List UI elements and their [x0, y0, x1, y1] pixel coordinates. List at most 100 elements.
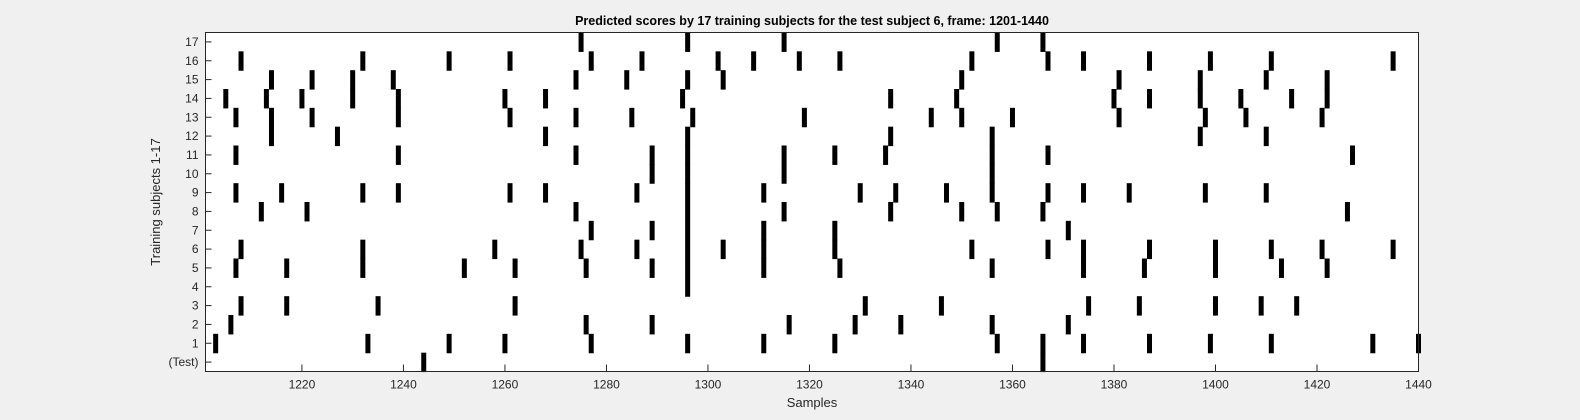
score-mark-row-12-2: [543, 126, 549, 147]
score-mark-row-11-3: [649, 145, 655, 165]
y-tick-label: 12: [185, 129, 199, 143]
score-mark-row-14-1: [263, 89, 269, 109]
x-tick-label: 1300: [695, 378, 722, 392]
score-mark-row-17-4: [1040, 32, 1046, 52]
score-mark-row-14-12: [1197, 89, 1203, 109]
y-tick-label: 5: [192, 261, 199, 275]
x-axis-label: Samples: [787, 395, 838, 410]
score-mark-row-11-10: [1350, 145, 1356, 165]
score-mark-row-6-14: [1268, 239, 1274, 260]
score-mark-row-16-9: [837, 51, 843, 71]
score-mark-row-16-7: [751, 51, 757, 71]
y-tick-label: 8: [192, 204, 199, 218]
score-mark-row-1-6: [761, 333, 767, 354]
score-mark-row-16-3: [507, 51, 513, 71]
score-mark-row-1-4: [588, 333, 594, 354]
score-mark-row-12-5: [989, 126, 995, 147]
score-mark-row-14-9: [954, 89, 960, 109]
score-mark-row-9-11: [944, 183, 949, 203]
y-tick-label: 2: [192, 317, 199, 331]
score-mark-row-15-3: [390, 70, 396, 90]
score-mark-row-5-5: [583, 258, 589, 278]
plot-border: [205, 32, 1419, 372]
score-mark-row-13-8: [801, 107, 807, 128]
score-mark-row-1-12: [1207, 333, 1213, 354]
score-mark-row-16-13: [1147, 51, 1153, 71]
y-tick-label: 1: [192, 336, 199, 350]
score-mark-row-11-8: [989, 145, 995, 165]
score-mark-row-6-12: [1147, 239, 1153, 260]
score-mark-row-2-6: [989, 315, 995, 335]
score-mark-row-16-8: [796, 51, 802, 71]
score-mark-row-15-11: [1263, 70, 1269, 90]
score-mark-row-13-1: [268, 107, 274, 128]
score-mark-row-14-3: [350, 89, 356, 109]
score-mark-row-9-6: [634, 183, 640, 203]
score-mark-row-9-9: [857, 183, 863, 203]
score-mark-row-15-1: [309, 70, 315, 90]
score-mark-row-5-10: [989, 258, 995, 278]
score-mark-row-2-2: [649, 315, 655, 335]
score-mark-row-16-10: [969, 51, 975, 71]
score-mark-row-6-11: [1081, 239, 1087, 260]
score-mark-row-2-0: [228, 315, 234, 335]
score-mark-row-2-7: [1065, 315, 1071, 335]
score-mark-row-2-3: [786, 315, 792, 335]
score-mark-row-6-15: [1319, 239, 1325, 260]
score-mark-row-13-0: [233, 107, 239, 128]
score-mark-row-11-1: [395, 145, 401, 165]
score-mark-row-9-8: [761, 183, 767, 203]
score-mark-row-14-7: [680, 89, 686, 109]
score-mark-row-17-0: [578, 32, 584, 52]
score-mark-row-6-3: [578, 239, 584, 260]
score-mark-row-7-2: [685, 220, 691, 241]
score-mark-row-3-1: [284, 296, 290, 316]
x-tick-label: 1240: [390, 378, 417, 392]
score-mark-row-15-12: [1324, 70, 1330, 90]
score-mark-row-13-9: [928, 107, 934, 128]
score-mark-row-12-3: [685, 126, 691, 147]
score-mark-row-13-15: [1319, 107, 1325, 128]
score-mark-row-1-14: [1370, 333, 1376, 354]
score-mark-row-9-3: [395, 183, 401, 203]
score-mark-row-12-7: [1263, 126, 1269, 147]
score-mark-row-14-11: [1147, 89, 1153, 109]
score-mark-row-6-7: [761, 239, 767, 260]
plot-area: [205, 32, 1419, 372]
score-mark-row-16-5: [639, 51, 645, 71]
y-tick-label: 11: [186, 148, 199, 162]
score-mark-row-15-4: [573, 70, 579, 90]
score-mark-row-3-8: [1212, 296, 1218, 316]
score-mark-row-13-7: [690, 107, 696, 128]
score-mark-row-6-8: [832, 239, 838, 260]
score-mark-row-7-4: [832, 220, 838, 241]
score-mark-row-15-9: [1116, 70, 1122, 90]
score-mark-row-9-0: [233, 183, 239, 203]
score-mark-row-9-15: [1126, 183, 1132, 203]
score-mark-row-14-14: [1289, 89, 1295, 109]
score-mark-row-6-10: [1045, 239, 1051, 260]
score-mark-row-5-13: [1212, 258, 1218, 278]
score-mark-row-11-6: [832, 145, 838, 165]
score-mark-row-9-4: [507, 183, 513, 203]
score-mark-row-6-9: [969, 239, 975, 260]
score-mark-row-6-6: [720, 239, 726, 260]
score-mark-row-9-14: [1081, 183, 1087, 203]
score-mark-row-9-17: [1263, 183, 1269, 203]
score-mark-row-11-4: [685, 145, 691, 165]
score-mark-row-7-1: [649, 220, 655, 241]
score-mark-row-8-4: [781, 202, 787, 222]
y-tick-label: (Test): [169, 355, 199, 369]
score-mark-row-5-4: [512, 258, 518, 278]
score-mark-row-5-2: [360, 258, 366, 278]
score-mark-row-13-14: [1243, 107, 1249, 128]
score-mark-row-2-1: [583, 315, 589, 335]
x-tick-label: 1340: [898, 378, 925, 392]
score-mark-row-9-12: [989, 183, 995, 203]
y-tick-label: 9: [192, 186, 199, 200]
score-mark-row-13-4: [507, 107, 513, 128]
score-mark-row-15-7: [720, 70, 726, 90]
x-tick-label: 1260: [492, 378, 519, 392]
score-mark-row-test-0: [421, 352, 427, 373]
score-mark-row-1-2: [446, 333, 452, 354]
